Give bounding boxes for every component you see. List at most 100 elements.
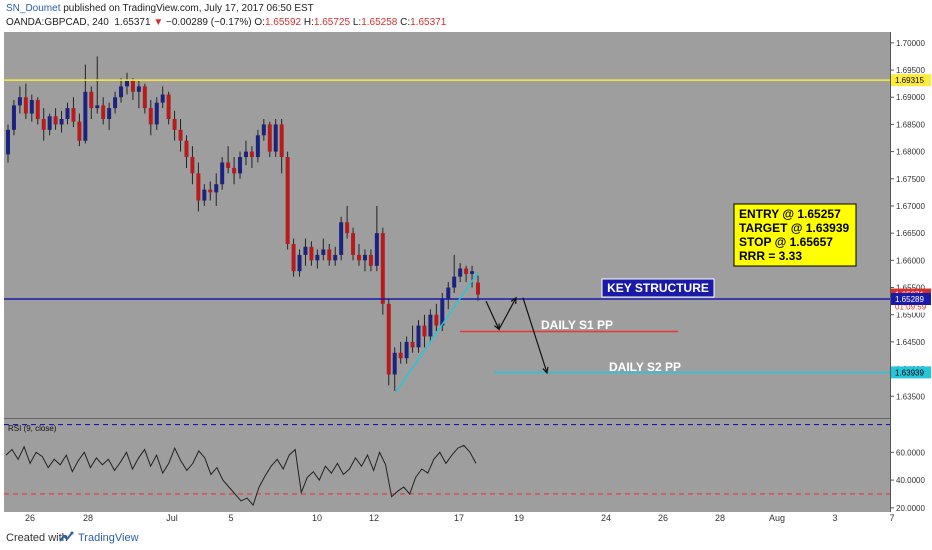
- candle-body: [404, 341, 409, 359]
- candle-body: [53, 116, 58, 125]
- author-link[interactable]: SN_Doumet: [6, 3, 61, 14]
- candle-body: [440, 298, 445, 326]
- key-structure-price-tag-bg: [891, 292, 931, 305]
- open-label: O:: [254, 17, 265, 28]
- candle-body: [89, 91, 94, 109]
- rsi-tick-label: 20.0000: [896, 504, 925, 513]
- support-trendline: [395, 271, 479, 393]
- candle-body: [17, 97, 22, 106]
- price-tick-label: 1.65000: [896, 311, 925, 320]
- candle-body: [29, 99, 34, 114]
- candle-body: [107, 108, 112, 119]
- candle-body: [77, 121, 82, 141]
- price-tick-label: 1.69500: [896, 66, 925, 75]
- candle-body: [351, 233, 356, 255]
- candle-body: [178, 129, 183, 141]
- candle-body: [232, 167, 237, 174]
- rsi-title: RSI (9, close): [8, 424, 57, 433]
- price-tick-label: 1.66500: [896, 229, 925, 238]
- projection-arrow: [522, 297, 548, 374]
- candle-body: [458, 268, 463, 277]
- candle-body: [160, 94, 165, 103]
- projection-arrow: [485, 300, 500, 330]
- candle-body: [184, 140, 189, 158]
- rsi-tick-label: 60.0000: [896, 448, 925, 457]
- time-tick-label: 3: [832, 513, 837, 523]
- time-tick-label: 10: [312, 513, 322, 523]
- time-tick-label: Aug: [769, 513, 785, 523]
- published-text: published on TradingView.com, July 17, 2…: [63, 3, 314, 14]
- price-chart[interactable]: 1.70000 1.69500 1.69000 1.68500 1.68000 1.675…: [0, 0, 932, 527]
- time-tick-label: 5: [228, 513, 233, 523]
- candle-body: [243, 151, 248, 158]
- candle-body: [35, 99, 40, 119]
- candle-body: [303, 246, 308, 255]
- candle-body: [65, 108, 70, 119]
- key-structure-label: KEY STRUCTURE: [607, 281, 709, 295]
- candle-body: [309, 246, 314, 261]
- candle-body: [464, 268, 469, 274]
- candle-body: [327, 249, 332, 261]
- time-tick-label: 17: [454, 513, 464, 523]
- candle-body: [386, 303, 391, 375]
- candle-body: [279, 124, 284, 158]
- countdown-label: 01:09:59: [895, 303, 927, 312]
- candle-body: [267, 124, 272, 152]
- projection-arrow: [498, 297, 517, 330]
- price-tick-label: 1.68500: [896, 120, 925, 129]
- candle-body: [166, 94, 171, 119]
- time-tick-label: 28: [715, 513, 725, 523]
- price-tick-label: 1.70000: [896, 39, 925, 48]
- resistance-price-tag-bg: [891, 74, 931, 87]
- time-tick-label: 19: [514, 513, 524, 523]
- price-tick-label: 1.65500: [896, 284, 925, 293]
- candle-body: [476, 282, 480, 295]
- candle-body: [362, 254, 367, 261]
- last-price: 1.65371: [114, 17, 151, 28]
- candle-body: [47, 116, 52, 130]
- candle-body: [345, 222, 350, 234]
- candle-body: [11, 105, 16, 130]
- change-arrow-icon: ▼: [153, 17, 164, 28]
- candle-body: [119, 86, 124, 98]
- ohlc-line: OANDA:GBPCAD, 240 1.65371 ▼ −0.00289 (−0…: [6, 17, 446, 28]
- price-change: −0.00289 (−0.17%): [166, 17, 252, 28]
- candle-body: [452, 276, 457, 288]
- daily-s2-label: DAILY S2 PP: [609, 360, 681, 374]
- candle-body: [357, 254, 362, 261]
- candle-body: [190, 157, 195, 174]
- high-value: 1.65725: [313, 17, 351, 28]
- candle-body: [202, 189, 207, 201]
- candle-body: [333, 254, 338, 261]
- candle-body: [214, 184, 219, 193]
- time-tick-label: 28: [83, 513, 93, 523]
- candle-body: [148, 108, 153, 125]
- time-tick-label: 7: [889, 513, 894, 523]
- price-tick-label: 1.68000: [896, 148, 925, 157]
- trade-box-line: TARGET @ 1.63939: [739, 221, 850, 235]
- symbol-label: OANDA:GBPCAD, 240: [6, 17, 109, 28]
- key-structure-label-box: [601, 278, 715, 298]
- candle-body: [136, 86, 141, 92]
- price-axis-bg: [890, 32, 932, 512]
- candle-body: [101, 105, 106, 119]
- created-with-text: Created with: [6, 532, 68, 544]
- candle-body: [428, 314, 433, 337]
- price-tick-label: 1.67500: [896, 175, 925, 184]
- resistance-price-tag: 1.69315: [895, 76, 924, 85]
- countdown-bg: [891, 301, 931, 313]
- arrow-head-icon: [542, 366, 549, 375]
- time-tick-label: 12: [369, 513, 379, 523]
- candle-body: [124, 80, 129, 87]
- candle-body: [59, 118, 64, 125]
- candle-body: [41, 118, 46, 130]
- low-label: L:: [352, 17, 362, 28]
- candle-body: [220, 162, 225, 185]
- candle-body: [6, 129, 10, 155]
- candle-body: [392, 352, 397, 375]
- candle-body: [380, 233, 385, 304]
- price-tick-label: 1.63500: [896, 392, 925, 401]
- candle-body: [398, 352, 403, 359]
- candle-body: [374, 233, 379, 266]
- tradingview-brand[interactable]: TradingView: [78, 532, 139, 544]
